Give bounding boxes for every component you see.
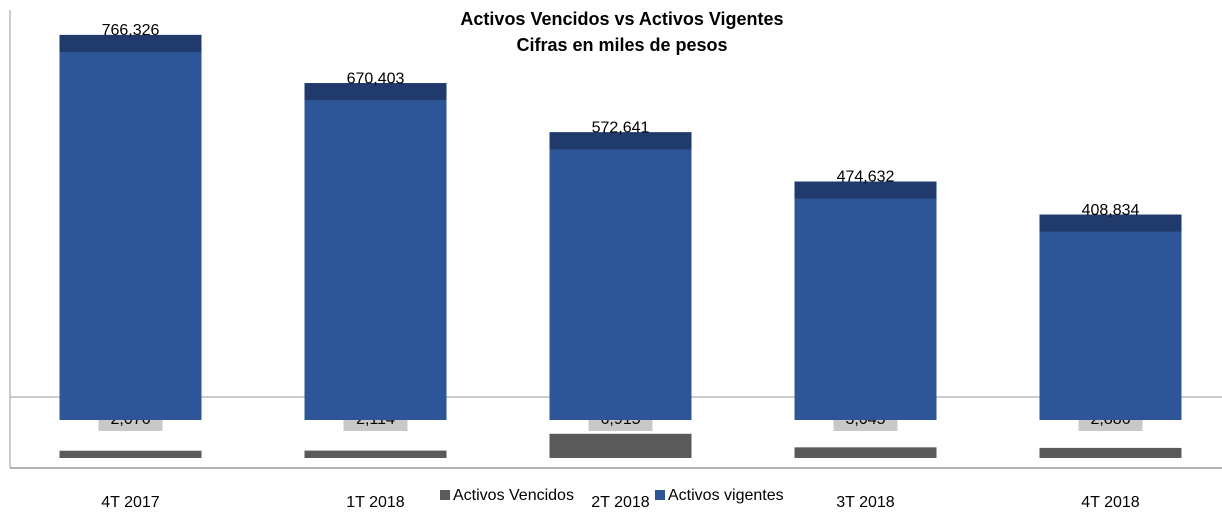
bar [794,181,937,420]
bar [549,132,692,420]
bar-cap [304,83,447,101]
bar [304,83,447,420]
bar-cap [549,132,692,150]
value-label: 408,834 [1082,202,1140,219]
x-tick-label: 4T 2018 [1081,494,1140,511]
x-tick-label: 2T 2018 [591,494,650,511]
value-label: 572,641 [592,119,650,136]
bar [1039,214,1182,420]
value-label: 474,632 [837,169,895,186]
legend-swatch [655,490,665,500]
bar [304,450,447,458]
bar [1039,447,1182,458]
x-tick-label: 3T 2018 [836,494,895,511]
legend-swatch [440,490,450,500]
chart-subtitle: Cifras en miles de pesos [516,35,727,55]
chart-title: Activos Vencidos vs Activos Vigentes [460,9,783,29]
x-tick-label: 1T 2018 [346,494,405,511]
bar-cap [1039,214,1182,232]
value-label: 766,326 [102,22,160,39]
bar-cap [59,34,202,52]
legend-label: Activos vigentes [668,487,784,504]
value-label: 670,403 [347,70,405,87]
bar [59,450,202,458]
bar [794,447,937,458]
bar [59,34,202,421]
x-tick-label: 4T 2017 [101,494,160,511]
bar-cap [794,181,937,199]
bar [549,433,692,458]
legend-label: Activos Vencidos [453,487,574,504]
